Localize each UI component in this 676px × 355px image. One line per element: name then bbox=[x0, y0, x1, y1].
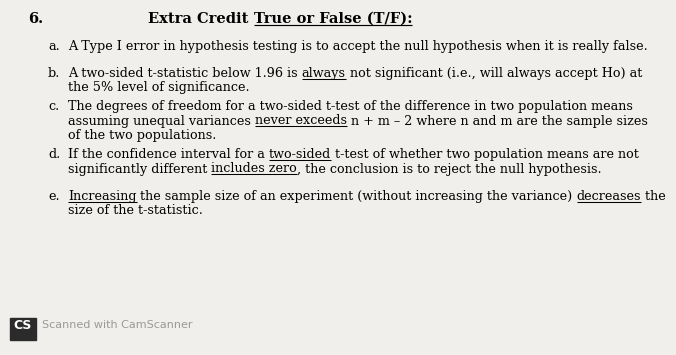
Text: If the confidence interval for a: If the confidence interval for a bbox=[68, 148, 269, 161]
Text: never exceeds: never exceeds bbox=[255, 115, 347, 127]
Text: A Type I error in hypothesis testing is to accept the null hypothesis when it is: A Type I error in hypothesis testing is … bbox=[68, 40, 648, 53]
Text: the sample size of an experiment (without increasing the variance): the sample size of an experiment (withou… bbox=[137, 190, 577, 203]
Text: b.: b. bbox=[48, 67, 60, 80]
Text: always: always bbox=[301, 67, 345, 80]
Text: assuming unequal variances: assuming unequal variances bbox=[68, 115, 255, 127]
Text: size of the t-statistic.: size of the t-statistic. bbox=[68, 204, 203, 218]
Text: c.: c. bbox=[48, 100, 59, 113]
Text: , the conclusion is to reject the null hypothesis.: , the conclusion is to reject the null h… bbox=[297, 163, 602, 175]
Text: n + m – 2 where n and m are the sample sizes: n + m – 2 where n and m are the sample s… bbox=[347, 115, 648, 127]
Text: t-test of whether two population means are not: t-test of whether two population means a… bbox=[331, 148, 639, 161]
Text: decreases: decreases bbox=[577, 190, 642, 203]
Text: significantly different: significantly different bbox=[68, 163, 212, 175]
Text: of the two populations.: of the two populations. bbox=[68, 129, 216, 142]
Text: two-sided: two-sided bbox=[269, 148, 331, 161]
Text: A two-sided t-statistic below 1.96 is: A two-sided t-statistic below 1.96 is bbox=[68, 67, 301, 80]
Text: e.: e. bbox=[48, 190, 59, 203]
Text: includes zero: includes zero bbox=[212, 163, 297, 175]
Text: the 5% level of significance.: the 5% level of significance. bbox=[68, 82, 249, 94]
Text: the: the bbox=[642, 190, 666, 203]
Text: not significant (i.e., will always accept Ho) at: not significant (i.e., will always accep… bbox=[345, 67, 642, 80]
Text: a.: a. bbox=[48, 40, 59, 53]
Text: d.: d. bbox=[48, 148, 60, 161]
Text: CS: CS bbox=[14, 319, 32, 332]
Text: Increasing: Increasing bbox=[68, 190, 137, 203]
Text: Scanned with CamScanner: Scanned with CamScanner bbox=[42, 320, 193, 330]
Text: Extra Credit: Extra Credit bbox=[148, 12, 254, 26]
Text: 6.: 6. bbox=[28, 12, 43, 26]
FancyBboxPatch shape bbox=[10, 318, 36, 340]
Text: The degrees of freedom for a two-sided t-test of the difference in two populatio: The degrees of freedom for a two-sided t… bbox=[68, 100, 633, 113]
Text: True or False (T/F):: True or False (T/F): bbox=[254, 12, 412, 26]
